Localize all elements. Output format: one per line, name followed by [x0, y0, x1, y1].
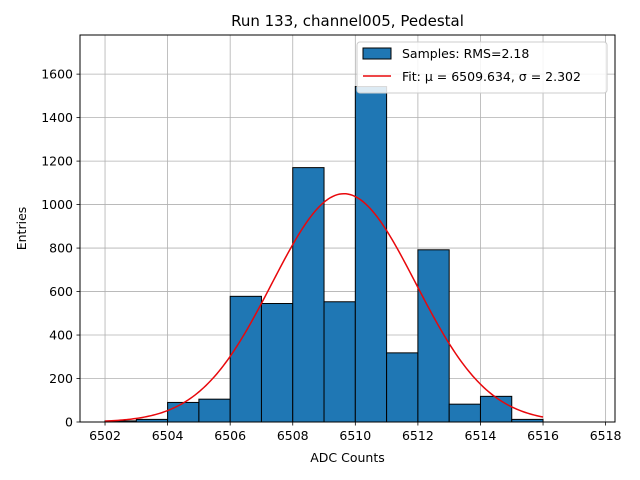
x-tick-label: 6512 [402, 428, 434, 443]
y-tick-label: 1400 [41, 110, 73, 125]
x-axis-ticks: 6502 6504 6506 6508 6510 6512 6514 6516 6518 [89, 422, 622, 443]
x-tick-label: 6506 [214, 428, 246, 443]
histogram-bar [479, 395, 513, 423]
x-tick-label: 6508 [277, 428, 309, 443]
x-tick-label: 6516 [527, 428, 559, 443]
y-tick-label: 1200 [41, 154, 73, 169]
histogram-bar [167, 401, 200, 423]
y-tick-label: 1600 [41, 67, 73, 82]
histogram-bar [292, 167, 325, 423]
histogram-bars [104, 86, 544, 423]
y-tick-label: 600 [49, 284, 73, 299]
x-axis-label: ADC Counts [310, 450, 385, 465]
x-tick-label: 6502 [89, 428, 121, 443]
legend: Samples: RMS=2.18 Fit: μ = 6509.634, σ =… [356, 41, 608, 94]
plot-frame [79, 34, 616, 423]
y-axis-label: Entries [14, 207, 29, 251]
legend-fit-label: Fit: μ = 6509.634, σ = 2.302 [402, 69, 581, 84]
histogram-bar [323, 301, 356, 423]
x-tick-label: 6518 [590, 428, 622, 443]
fit-curve [104, 192, 544, 422]
y-tick-label: 1000 [41, 197, 73, 212]
y-tick-label: 400 [49, 328, 73, 343]
x-tick-label: 6504 [152, 428, 184, 443]
y-tick-label: 200 [49, 371, 73, 386]
y-tick-label: 0 [65, 415, 73, 430]
histogram-bar [198, 398, 231, 423]
histogram-bar [354, 86, 388, 423]
legend-samples-label: Samples: RMS=2.18 [402, 46, 529, 61]
histogram-bar [229, 295, 262, 423]
histogram-bar [386, 352, 419, 423]
legend-box [356, 41, 608, 94]
y-tick-label: 800 [49, 241, 73, 256]
chart-title: Run 133, channel005, Pedestal [231, 12, 464, 30]
grid-lines [80, 35, 615, 423]
x-tick-label: 6510 [339, 428, 371, 443]
x-tick-label: 6514 [465, 428, 497, 443]
histogram-bar [260, 303, 294, 423]
histogram-bar [448, 403, 481, 423]
legend-samples-swatch [362, 47, 392, 60]
y-axis-ticks: 0 200 400 600 800 1000 1200 1400 1600 [41, 67, 80, 430]
